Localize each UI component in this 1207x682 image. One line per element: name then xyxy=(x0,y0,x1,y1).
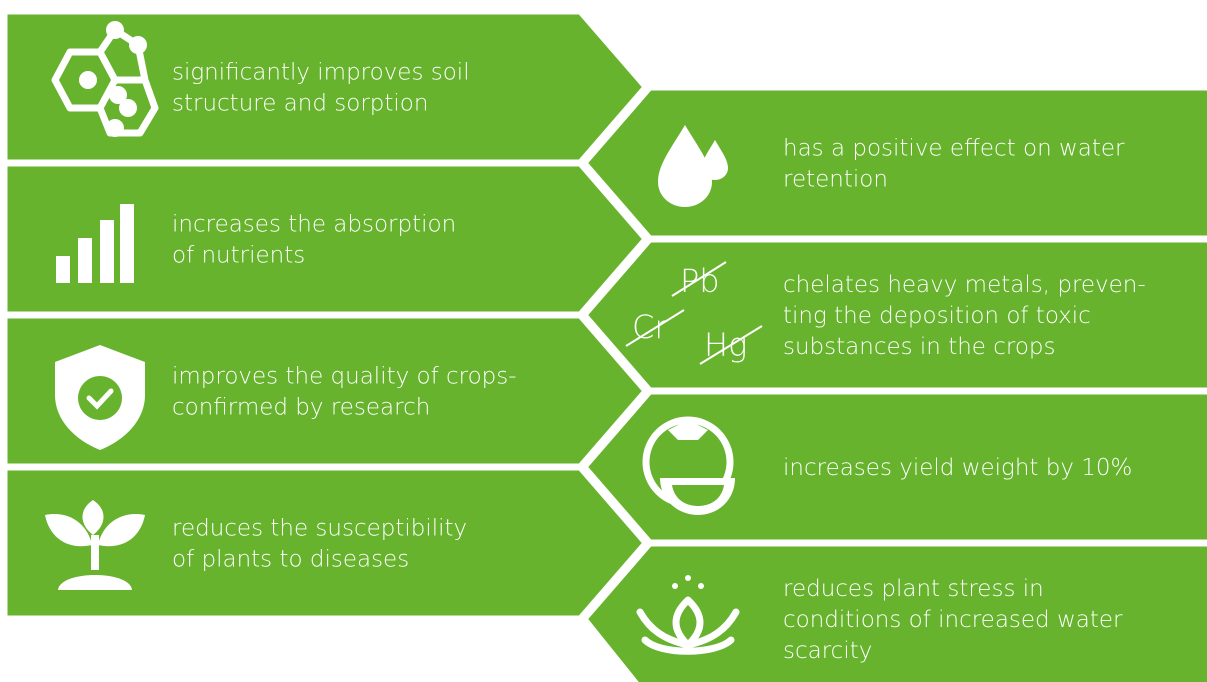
right-text: chelates heavy metals, preven- xyxy=(783,272,1146,298)
right-text: reduces plant stress in xyxy=(783,576,1044,602)
icons: Pb Cr Hg xyxy=(45,21,763,655)
left-text: significantly improves soil xyxy=(172,60,470,86)
panels xyxy=(2,9,1207,682)
metals-icon: Pb Cr Hg xyxy=(625,261,763,365)
right-text: substances in the crops xyxy=(783,334,1056,360)
left-text: confirmed by research xyxy=(172,395,430,421)
left-panel xyxy=(2,161,649,317)
right-text: has a positive effect on water xyxy=(783,136,1125,162)
right-text: increases yield weight by 10% xyxy=(783,455,1132,481)
left-panel xyxy=(2,9,649,165)
texts: significantly improves soil structure and… xyxy=(172,60,1146,665)
left-text: of plants to diseases xyxy=(172,547,409,573)
left-text: improves the quality of crops- xyxy=(172,364,517,390)
bars-icon xyxy=(56,204,134,283)
left-panel xyxy=(2,313,649,469)
metal-label: Pb xyxy=(680,262,720,300)
right-text: retention xyxy=(783,167,888,193)
right-panel xyxy=(581,541,1207,682)
shield-icon xyxy=(55,345,145,450)
right-text: conditions of increased water xyxy=(783,607,1123,633)
right-text: scarcity xyxy=(783,638,872,664)
plant-icon xyxy=(45,500,145,590)
right-text: ting the deposition of toxic xyxy=(783,303,1091,329)
molecule-dots xyxy=(79,21,147,137)
drop-icon xyxy=(658,125,728,207)
tomato-icon xyxy=(642,416,735,515)
left-text: structure and sorption xyxy=(172,91,428,117)
metal-label: Cr xyxy=(632,308,668,346)
left-text: of nutrients xyxy=(172,243,305,269)
left-panel xyxy=(2,465,649,621)
lotus-icon xyxy=(636,575,740,655)
left-text: increases the absorption xyxy=(172,212,456,238)
left-text: reduces the susceptibility xyxy=(172,516,467,542)
